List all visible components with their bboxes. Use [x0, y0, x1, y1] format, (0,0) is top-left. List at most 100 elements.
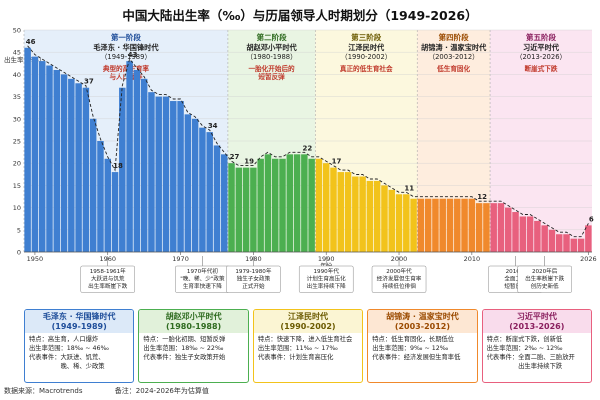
data-source: 数据来源：Macrotrends — [4, 387, 83, 395]
annotation-text: 经济发展但生育率 — [377, 275, 422, 283]
era-panel-line: 代表事件：大跃进、饥荒、 — [29, 354, 105, 361]
era-panel: 胡锦涛 · 温家宝时代 (2003-2012) 特点：低生育固化，长期低位 出生率范围… — [367, 309, 478, 383]
era-panel-years: (1949-1989) — [51, 322, 107, 331]
data-label: 34 — [208, 122, 218, 130]
bar — [184, 114, 192, 252]
annotation-box — [517, 265, 572, 293]
bar — [541, 225, 548, 252]
bar — [548, 229, 556, 252]
bar — [505, 207, 512, 252]
bar — [555, 234, 563, 252]
bar — [206, 132, 213, 252]
x-tick-label: 1970 — [172, 255, 189, 263]
era-panel-line: 晚、稀、少政策 — [29, 363, 105, 370]
y-tick-label: 45 — [13, 49, 21, 57]
annotation-text: 独生子女政策 — [237, 275, 271, 283]
era-years: （2003-2012） — [428, 53, 479, 61]
bar — [38, 61, 46, 252]
annotation-text: 1970年代初 — [187, 267, 218, 275]
bar — [162, 96, 170, 252]
bar — [104, 158, 111, 252]
era-panel-line: 特点：快速下降，进入低生育社会 — [257, 336, 353, 343]
era-panel-header: 胡赵邓小平时代 (1980-1988) — [139, 310, 248, 333]
era-panel-line: 特点：断崖式下跌，创新低 — [486, 336, 563, 343]
era-panel-line: 特点：高生育，人口爆炸 — [29, 336, 99, 343]
era-panel-title: 习近平时代 — [516, 312, 557, 321]
annotation-text: 全面二胎 — [504, 275, 527, 283]
era-years: （2013-2026） — [516, 53, 567, 61]
era-panel-title: 江泽民时代 — [288, 312, 329, 321]
y-tick-label: 10 — [13, 204, 21, 212]
annotation-text: 持续低位徘徊 — [382, 282, 416, 290]
bar — [512, 212, 519, 252]
data-label: 43 — [128, 51, 138, 59]
bar — [446, 198, 454, 252]
annotation-text: 出生率断崖下跌 — [525, 275, 565, 283]
bar — [177, 101, 184, 252]
bar — [352, 176, 359, 252]
data-label: 11 — [404, 184, 414, 192]
era-panel-header: 江泽民时代 (1990-2002) — [253, 310, 363, 333]
era-panel-years: (2013-2026) — [509, 322, 565, 331]
data-label: 6 — [589, 215, 594, 223]
bar — [403, 194, 410, 252]
era-panel-body: 特点：断崖式下跌，创新低 出生率范围：2‰ ~ 12‰ 代表事件：全面二胎、三胎放开… — [483, 333, 591, 382]
era-panel-body: 特点：快速下降，进入低生育社会 出生率范围：11‰ ~ 17‰ 代表事件：计划生育高… — [254, 333, 362, 382]
era-stage: 第二阶段 — [257, 32, 287, 42]
era-panel-line: 代表事件：全面二胎、三胎放开 — [486, 354, 575, 361]
annotation-text: 出生率持续下降 — [307, 282, 347, 290]
era-panel: 习近平时代 (2013-2026) 特点：断崖式下跌，创新低 出生率范围：2‰ ~ 1… — [481, 309, 593, 383]
era-leader: 胡锦涛 · 温家宝时代 — [421, 43, 487, 52]
era-leader: 胡赵邓小平时代 — [246, 43, 297, 52]
bar — [439, 198, 446, 252]
bar — [60, 74, 68, 253]
era-panel-line: 出生率持续下跌 — [486, 363, 563, 370]
x-tick-label: 2010 — [464, 255, 481, 263]
annotation-text: 1990年代 — [313, 267, 339, 275]
bar — [89, 118, 97, 252]
bar — [534, 220, 541, 252]
bar — [286, 154, 294, 252]
bar — [191, 118, 199, 252]
bar — [424, 198, 432, 252]
bar — [490, 203, 497, 252]
y-tick-label: 5 — [17, 226, 21, 234]
data-label: 12 — [477, 193, 487, 201]
bar — [395, 194, 403, 252]
era-panel-title: 毛泽东 · 华国锋时代 — [42, 312, 116, 321]
bar — [337, 172, 345, 252]
bar — [315, 158, 323, 252]
bar — [82, 87, 90, 252]
annotation-text: 出生率断崖下跌 — [88, 282, 128, 290]
era-panel-line: 代表事件：独生子女政策开始 — [143, 354, 226, 361]
era-stage: 第一阶段 — [111, 32, 141, 42]
bar — [155, 96, 162, 252]
era-panel-years: (2003-2012) — [394, 322, 450, 331]
annotation-box — [226, 265, 281, 293]
era-summary-panels: 毛泽东 · 华国锋时代 (1949-1989) 特点：高生育，人口爆炸 出生率范围：1… — [24, 309, 593, 383]
bar — [264, 154, 272, 252]
annotation-text: 大跃进与饥荒 — [91, 275, 125, 283]
bar — [228, 163, 235, 252]
era-years: （1949-1989） — [101, 53, 152, 61]
y-tick-label: 0 — [17, 249, 21, 257]
bar — [119, 87, 126, 252]
bar — [250, 167, 257, 252]
bar — [257, 158, 264, 252]
bar — [46, 65, 53, 253]
bar — [330, 167, 337, 252]
y-tick-label: 15 — [13, 182, 21, 190]
chart-title: 中国大陆出生率（‰）与历届领导人时期划分（1949-2026） — [122, 8, 478, 23]
bar — [235, 167, 243, 252]
bar — [417, 198, 425, 252]
data-label: 17 — [332, 158, 342, 166]
era-panel-title: 胡锦涛 · 温家宝时代 — [386, 312, 459, 321]
annotation-text: 计划生育高压化 — [307, 275, 347, 283]
bar — [140, 78, 148, 252]
bar — [359, 176, 366, 252]
bar — [563, 234, 570, 252]
bar — [454, 198, 461, 252]
bar — [242, 167, 250, 252]
bar — [75, 83, 82, 252]
